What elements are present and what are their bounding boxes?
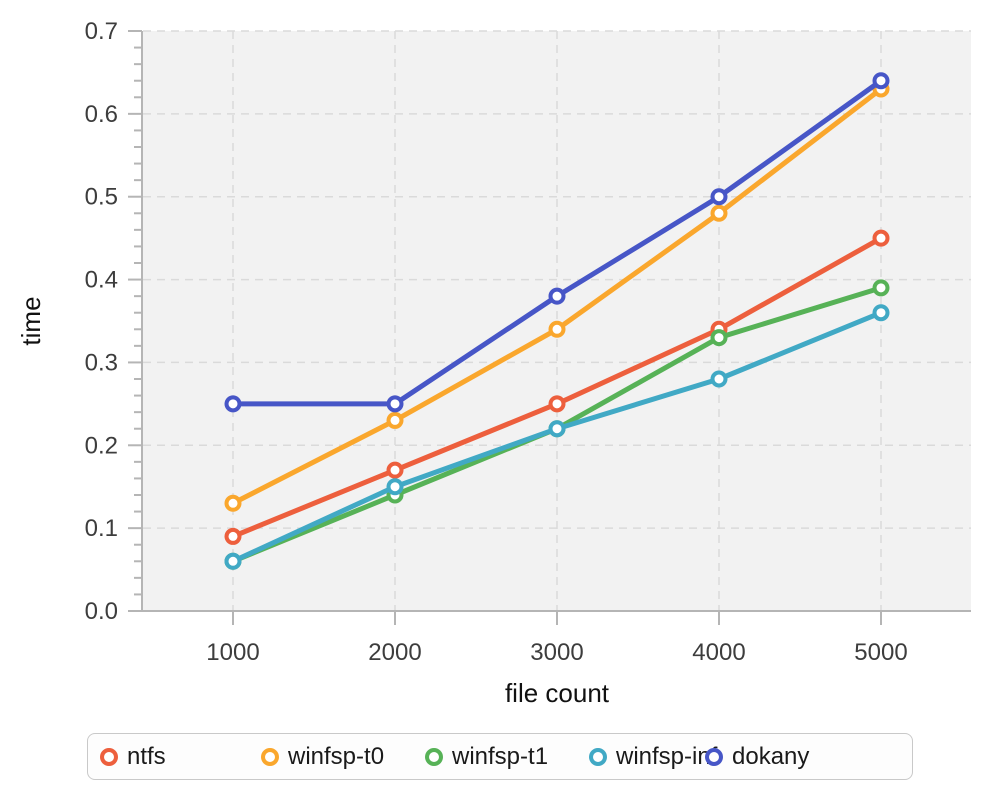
y-tick-label: 0.7 [85, 18, 118, 45]
data-point-winfsp-t0 [710, 204, 728, 222]
y-tick-label: 0.3 [85, 349, 118, 376]
legend-item-label: ntfs [127, 742, 166, 770]
data-point-dokany [224, 395, 242, 413]
data-point-dokany [548, 287, 566, 305]
legend-marker-icon [100, 747, 118, 766]
x-tick-label: 5000 [854, 639, 907, 666]
x-axis-title: file count [505, 678, 610, 708]
data-point-winfsp-inf [872, 304, 890, 322]
data-point-dokany [872, 72, 890, 90]
data-point-winfsp-t0 [386, 411, 404, 429]
data-point-winfsp-t1 [710, 329, 728, 347]
data-point-ntfs [548, 395, 566, 413]
y-tick-label: 0.2 [85, 432, 118, 459]
data-series [224, 72, 890, 570]
legend-marker-icon [589, 747, 607, 766]
x-tick-label: 3000 [530, 639, 583, 666]
x-tick-label: 1000 [206, 639, 259, 666]
x-tick-label: 4000 [692, 639, 745, 666]
data-point-ntfs [224, 527, 242, 545]
legend-item-label: winfsp-t1 [452, 742, 549, 770]
data-point-winfsp-inf [224, 552, 242, 570]
data-point-ntfs [872, 229, 890, 247]
legend-item-label: dokany [732, 742, 810, 770]
gridlines [143, 30, 971, 611]
data-point-winfsp-inf [386, 478, 404, 496]
y-tick-label: 0.0 [85, 598, 118, 625]
data-point-dokany [386, 395, 404, 413]
data-point-winfsp-inf [548, 420, 566, 438]
y-tick-label: 0.1 [85, 515, 118, 542]
legend-marker-icon [261, 747, 279, 766]
y-axis-title: time [16, 296, 46, 345]
data-point-winfsp-t1 [872, 279, 890, 297]
data-point-winfsp-t0 [548, 320, 566, 338]
legend-item-ntfs: ntfs [100, 742, 166, 770]
data-point-ntfs [386, 461, 404, 479]
legend-item-winfsp-inf: winfsp-inf [589, 742, 718, 770]
legend-marker-icon [705, 747, 723, 766]
legend-item-dokany: dokany [705, 742, 810, 770]
legend-marker-icon [425, 747, 443, 766]
x-tick-label: 2000 [368, 639, 421, 666]
data-point-winfsp-t0 [224, 494, 242, 512]
data-point-winfsp-inf [710, 370, 728, 388]
legend-item-label: winfsp-inf [616, 742, 718, 770]
legend-item-winfsp-t0: winfsp-t0 [261, 742, 385, 770]
data-point-dokany [710, 188, 728, 206]
y-tick-label: 0.6 [85, 101, 118, 128]
axis-tick-labels: 0.0 0.1 0.2 0.3 0.4 0.5 0.6 0.7 1000 2000 3000 4000… [85, 18, 908, 666]
legend-item-winfsp-t1: winfsp-t1 [425, 742, 549, 770]
legend: ntfs winfsp-t0 winfsp-t1 winfsp-inf dokany [87, 733, 913, 780]
axis-ticks [128, 30, 882, 625]
y-tick-label: 0.5 [85, 184, 118, 211]
legend-item-label: winfsp-t0 [288, 742, 385, 770]
y-tick-label: 0.4 [85, 267, 118, 294]
